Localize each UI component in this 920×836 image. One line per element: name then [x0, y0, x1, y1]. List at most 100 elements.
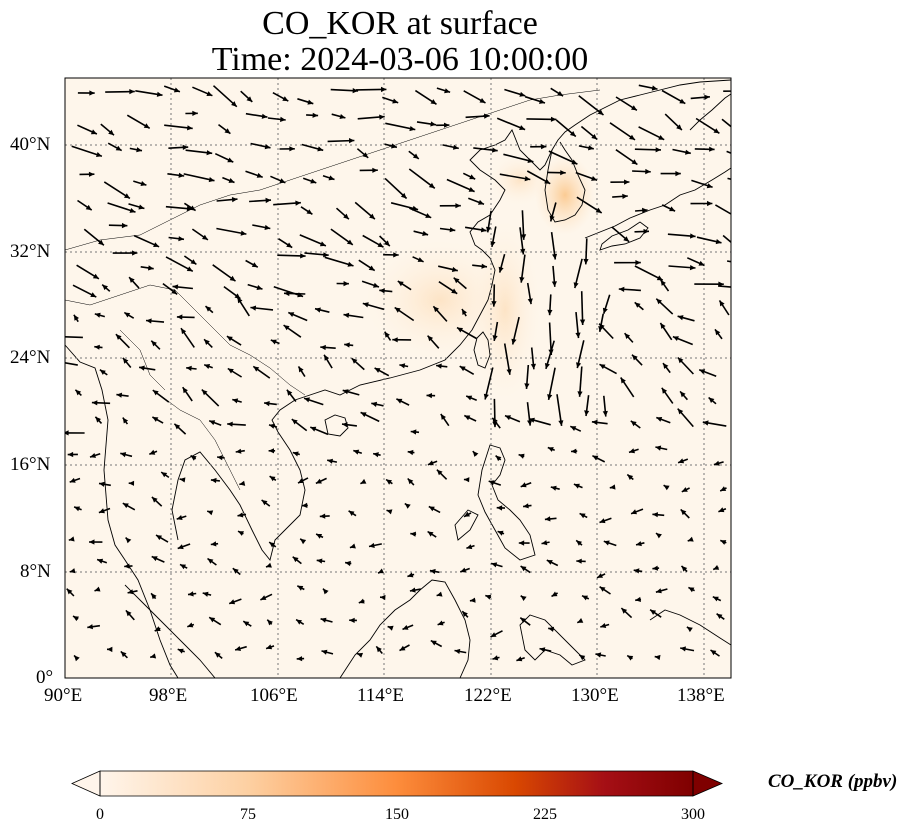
plume-korea [535, 155, 595, 235]
wind-arrow-head [544, 178, 551, 184]
wind-arrow-head [468, 187, 475, 192]
wind-arrow-head [94, 312, 101, 318]
lon-tick-label: 138°E [677, 685, 725, 706]
country-borders [65, 89, 601, 491]
wind-arrow-head [346, 239, 353, 245]
lon-tick-label: 114°E [357, 685, 404, 706]
wind-arrow-head [286, 242, 293, 248]
wind-arrow-head [410, 531, 416, 537]
wind-arrow-head [599, 364, 606, 370]
wind-arrow-head [121, 222, 128, 229]
wind-arrow-head [720, 540, 727, 545]
wind-arrow-head [480, 227, 487, 233]
wind-arrow-head [298, 478, 304, 484]
wind-arrow-head [295, 200, 301, 206]
wind-arrow-head [430, 640, 437, 646]
wind-arrow-head [192, 110, 198, 116]
wind-arrow-head [732, 213, 738, 218]
wind-arrow-head [96, 152, 102, 157]
wind-arrow-head [186, 266, 193, 272]
wind-arrow-head [466, 395, 473, 401]
wind-arrow-head [599, 518, 606, 524]
colorbar-fill [100, 771, 693, 796]
wind-arrow-head [577, 391, 583, 397]
wind-arrow-head [187, 622, 194, 628]
wind-arrow-head [518, 453, 525, 459]
wind-arrow-shaft [484, 367, 494, 400]
wind-arrow-head [264, 144, 271, 150]
wind-arrow-head [380, 594, 386, 601]
wind-arrow-head [547, 447, 554, 452]
wind-arrow-head [427, 460, 434, 466]
wind-arrow-head [547, 309, 553, 316]
wind-arrow-head [485, 594, 492, 600]
wind-arrow-head [713, 460, 720, 466]
wind-arrow-head [69, 477, 76, 483]
wind-arrow-head [710, 650, 717, 656]
wind-arrow-head [206, 91, 213, 96]
wind-arrow-head [634, 302, 641, 308]
wind-arrow-head [232, 568, 239, 574]
wind-arrow-head [702, 420, 709, 426]
wind-arrow-head [180, 564, 186, 570]
wind-arrow-head [576, 558, 582, 564]
wind-arrow-head [284, 290, 290, 297]
wind-arrow-head [656, 298, 662, 305]
wind-arrow-shaft [726, 260, 731, 263]
wind-arrow-head [129, 208, 136, 213]
wind-arrow-head [459, 366, 466, 372]
wind-arrow-head [98, 508, 105, 514]
wind-arrow-head [120, 651, 127, 658]
wind-arrow-head [551, 281, 557, 287]
wind-arrow-head [571, 448, 577, 454]
wind-arrow-shaft [721, 118, 731, 128]
wind-arrow-head [584, 410, 590, 416]
wind-arrow-head [478, 199, 484, 205]
wind-arrow-head [315, 307, 321, 313]
wind-arrow-head [146, 318, 152, 324]
wind-arrow-head [655, 147, 661, 153]
wind-arrow-head [689, 265, 696, 271]
wind-arrow-shaft [718, 285, 731, 288]
wind-arrow-head [479, 98, 486, 103]
wind-arrow-head [173, 87, 180, 93]
wind-arrow-head [210, 541, 217, 547]
wind-arrow-head [348, 510, 355, 516]
wind-arrow-head [631, 509, 637, 515]
wind-arrow-head [407, 449, 414, 456]
wind-arrow-head [454, 648, 461, 654]
wind-arrow-head [464, 511, 470, 517]
wind-arrow-head [122, 357, 129, 364]
wind-arrow-head [231, 101, 237, 107]
wind-arrow-head [436, 591, 443, 597]
wind-arrow-head [327, 458, 333, 464]
wind-arrow-head [88, 171, 95, 177]
wind-arrow-head [377, 242, 384, 248]
lat-tick-label: 16°N [10, 454, 51, 475]
wind-arrow-head [675, 171, 681, 177]
wind-arrow-head [498, 266, 504, 273]
wind-arrow-head [381, 86, 387, 93]
wind-arrow-head [57, 360, 63, 365]
wind-arrow-head [426, 393, 432, 399]
wind-arrow-head [250, 305, 257, 311]
wind-arrow-head [214, 652, 221, 658]
wind-arrow-head [571, 159, 578, 165]
wind-arrow-head [266, 562, 272, 568]
wind-arrow-head [451, 266, 458, 272]
wind-arrow-head [154, 626, 161, 631]
wind-arrow-head [491, 562, 498, 568]
wind-arrow-head [379, 114, 385, 120]
wind-arrow-head [228, 178, 235, 183]
map-title: CO_KOR at surface [262, 5, 538, 42]
wind-arrow-head [713, 565, 720, 570]
wind-arrow-head [597, 109, 604, 115]
wind-arrow-head [486, 226, 492, 233]
wind-arrow-head [597, 573, 603, 578]
wind-arrow-head [422, 230, 429, 236]
wind-arrow-head [140, 181, 147, 186]
wind-arrow-head [371, 401, 378, 407]
wind-arrow-head [706, 183, 713, 189]
wind-arrow-head [352, 88, 359, 94]
